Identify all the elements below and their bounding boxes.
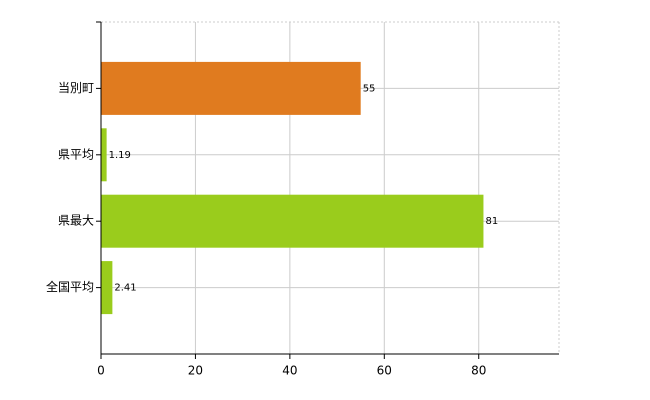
x-tick-label: 40 (282, 364, 297, 378)
bar (101, 128, 107, 182)
value-label: 1.19 (109, 150, 131, 161)
bar (101, 261, 113, 315)
y-tick-label: 県最大 (58, 214, 94, 228)
value-label: 55 (363, 83, 376, 94)
y-tick-label: 全国平均 (46, 279, 94, 294)
value-label: 81 (485, 216, 498, 227)
x-tick-label: 80 (471, 364, 486, 378)
x-tick-label: 0 (97, 364, 105, 378)
y-tick-label: 県平均 (58, 147, 94, 161)
x-tick-label: 60 (377, 364, 392, 378)
x-tick-label: 20 (188, 364, 203, 378)
value-label: 2.41 (114, 283, 136, 294)
y-tick-label: 当別町 (58, 81, 94, 95)
bar (101, 61, 361, 115)
bar (101, 194, 484, 248)
